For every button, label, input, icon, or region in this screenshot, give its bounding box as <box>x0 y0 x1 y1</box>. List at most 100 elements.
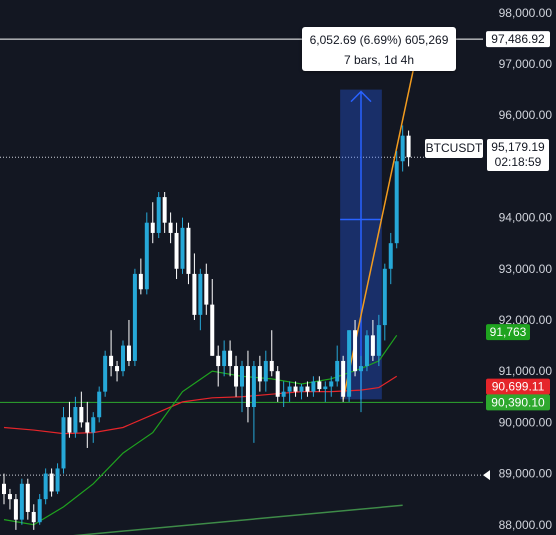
candle-body <box>132 273 137 361</box>
candle-body <box>192 273 197 315</box>
candle-body <box>121 345 125 372</box>
candle-body <box>406 135 411 158</box>
candle-body <box>198 273 203 315</box>
red-ma-price-tag-bg <box>486 378 550 395</box>
candle-body <box>281 391 286 397</box>
candle-body <box>287 386 292 392</box>
measure-arrow-head <box>350 90 372 103</box>
red-ma-price-tag: 90,699.11 <box>492 380 545 394</box>
candle-body <box>103 355 108 392</box>
candle-body <box>186 227 191 274</box>
bar-countdown: 02:18:59 <box>494 155 542 169</box>
candle-body <box>85 422 90 433</box>
candle-body <box>150 222 155 233</box>
measure-change: 6,052.69 (6.69%) 605,269 <box>309 33 449 47</box>
candle-body <box>126 345 131 361</box>
candle-body <box>359 366 363 372</box>
candle-body <box>2 483 6 495</box>
candle-body <box>317 381 322 390</box>
candle-body <box>204 273 209 305</box>
price-axis[interactable]: 98,000.00 97,000.00 96,000.00 94,000.00 93,0… <box>483 0 556 535</box>
candle-body <box>341 360 346 397</box>
candle-body <box>168 222 173 233</box>
measure-bars: 7 bars, 1d 4h <box>343 53 415 67</box>
candle-body <box>162 197 167 223</box>
candle-body <box>329 381 334 387</box>
support-price-tag-bg <box>486 394 550 411</box>
candle-body <box>323 386 328 390</box>
support-price-tag: 90,390.10 <box>491 395 545 409</box>
candle-body <box>91 417 96 433</box>
price-tick-label: 96,000.00 <box>499 108 553 122</box>
candle-body <box>240 366 244 387</box>
candle-body <box>109 355 114 367</box>
candle-body <box>311 381 316 392</box>
candle-body <box>234 366 239 387</box>
candle-body <box>79 407 84 423</box>
candle-body <box>275 371 280 397</box>
price-tick-label: 89,000.00 <box>499 467 553 481</box>
candle-body <box>61 417 66 469</box>
candle-body <box>382 268 387 326</box>
resistance-price-tag-bg <box>486 31 550 48</box>
candle-body <box>138 273 143 290</box>
candle-body <box>263 360 268 382</box>
candle-body <box>299 386 304 392</box>
candle-body <box>376 325 381 356</box>
candle-body <box>228 350 233 367</box>
candle-body <box>245 366 250 408</box>
candle-body <box>388 243 393 269</box>
candle-body <box>257 366 262 382</box>
price-tick-label: 97,000.00 <box>499 57 553 71</box>
long-trendline <box>73 504 403 535</box>
candle-body <box>353 330 358 372</box>
price-tick-label: 98,000.00 <box>499 6 553 20</box>
candle-body <box>180 227 185 269</box>
candle-body <box>156 197 161 233</box>
candle-body <box>19 483 24 520</box>
candle-body <box>370 335 375 356</box>
candle-body <box>400 135 405 162</box>
candle-body <box>7 494 12 500</box>
candle-body <box>347 330 352 397</box>
candle-body <box>49 473 54 492</box>
current-price-value: 95,179.19 <box>491 140 545 154</box>
candle-body <box>31 511 36 523</box>
candle-body <box>55 468 60 492</box>
candle-body <box>335 360 340 382</box>
candle-body <box>364 335 369 367</box>
candle-body <box>97 391 102 418</box>
candle-body <box>73 407 78 433</box>
price-tick-label: 93,000.00 <box>499 262 553 276</box>
level-marker-icon <box>483 470 490 481</box>
current-price-label: 95,179.19 02:18:59 <box>487 139 549 171</box>
price-axis-background <box>483 0 556 535</box>
price-tick-label: 92,000.00 <box>499 313 553 327</box>
price-tick-label: 94,000.00 <box>499 211 553 225</box>
green-ma-price-tag: 91,763 <box>490 325 527 339</box>
candle-body <box>251 366 256 408</box>
candle-body <box>305 386 310 392</box>
candle-body <box>269 360 274 372</box>
candle-body <box>67 417 72 433</box>
candle-body <box>210 304 215 356</box>
candle-body <box>144 222 149 290</box>
candle-body <box>13 499 18 520</box>
candle-body <box>222 350 227 367</box>
candle-body <box>43 473 48 500</box>
resistance-price-tag: 97,486.92 <box>491 32 545 46</box>
candle-body <box>115 366 120 372</box>
candle-body <box>37 499 42 523</box>
candle-body <box>25 483 30 512</box>
symbol-label: BTCUSDT <box>425 139 483 158</box>
price-tick-label: 88,000.00 <box>499 518 553 532</box>
candle-body <box>394 161 399 244</box>
candle-body <box>293 386 298 392</box>
candle-body <box>216 355 221 367</box>
candle-body <box>174 232 179 269</box>
green-ma-price-tag-bg <box>486 324 530 341</box>
measure-tooltip: 6,052.69 (6.69%) 605,269 7 bars, 1d 4h <box>302 27 456 71</box>
